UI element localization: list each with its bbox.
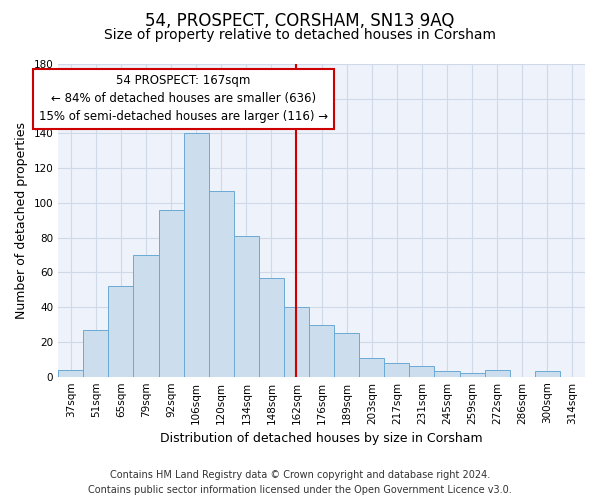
- Bar: [58, 370, 83, 376]
- Bar: [359, 358, 385, 376]
- Bar: [259, 278, 284, 376]
- Bar: [133, 255, 158, 376]
- Bar: [184, 134, 209, 376]
- Bar: [284, 307, 309, 376]
- Text: 54 PROSPECT: 167sqm
← 84% of detached houses are smaller (636)
15% of semi-detac: 54 PROSPECT: 167sqm ← 84% of detached ho…: [39, 74, 328, 124]
- Bar: [209, 191, 234, 376]
- Bar: [234, 236, 259, 376]
- Bar: [434, 372, 460, 376]
- Bar: [334, 334, 359, 376]
- Bar: [535, 372, 560, 376]
- Bar: [409, 366, 434, 376]
- Bar: [158, 210, 184, 376]
- Y-axis label: Number of detached properties: Number of detached properties: [15, 122, 28, 319]
- Bar: [485, 370, 510, 376]
- Text: Contains HM Land Registry data © Crown copyright and database right 2024.
Contai: Contains HM Land Registry data © Crown c…: [88, 470, 512, 495]
- Bar: [109, 286, 133, 376]
- Text: 54, PROSPECT, CORSHAM, SN13 9AQ: 54, PROSPECT, CORSHAM, SN13 9AQ: [145, 12, 455, 30]
- Bar: [309, 324, 334, 376]
- Bar: [83, 330, 109, 376]
- Bar: [460, 373, 485, 376]
- X-axis label: Distribution of detached houses by size in Corsham: Distribution of detached houses by size …: [160, 432, 483, 445]
- Bar: [385, 363, 409, 376]
- Text: Size of property relative to detached houses in Corsham: Size of property relative to detached ho…: [104, 28, 496, 42]
